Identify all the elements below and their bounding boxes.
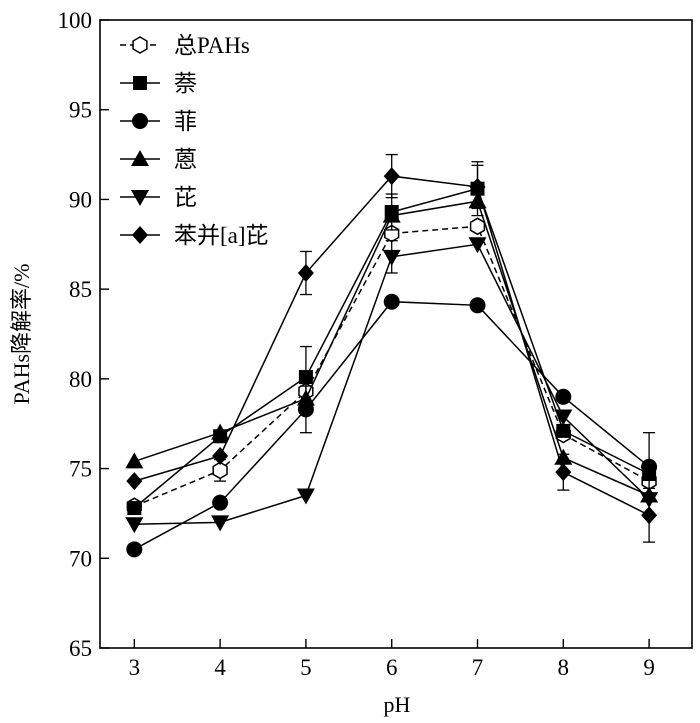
- legend-label: 萘: [174, 71, 197, 96]
- data-point: [125, 452, 144, 469]
- legend-label: 芘: [174, 185, 197, 210]
- tick-labels: 65 70 75 80 85 90 95 100 3 4 5 6 7 8 9: [58, 8, 655, 680]
- y-tick-label: 95: [69, 98, 92, 123]
- data-point: [469, 177, 486, 196]
- y-tick-label: 65: [69, 636, 92, 661]
- y-tick-label: 75: [69, 457, 92, 482]
- data-point: [297, 263, 314, 282]
- legend-item: 蒽: [120, 147, 197, 172]
- data-point: [211, 515, 230, 532]
- legend-item: 菲: [120, 109, 197, 134]
- y-tick-label: 90: [69, 187, 92, 212]
- data-point: [641, 506, 658, 525]
- x-tick-label: 6: [386, 655, 398, 680]
- y-tick-label: 85: [69, 277, 92, 302]
- data-point: [127, 501, 142, 516]
- legend-item: 萘: [120, 71, 197, 96]
- x-axis-label: pH: [384, 692, 411, 717]
- data-point: [554, 409, 573, 426]
- data-point: [555, 463, 572, 482]
- legend-item: 总PAHs: [120, 33, 250, 58]
- data-point: [212, 461, 228, 480]
- legend-item: 芘: [120, 185, 197, 210]
- x-tick-label: 7: [472, 655, 484, 680]
- legend-marker: [132, 226, 148, 244]
- data-series: [125, 153, 659, 558]
- data-point: [212, 447, 229, 466]
- x-tick-label: 5: [300, 655, 312, 680]
- legend-marker: [132, 113, 148, 129]
- legend-label: 总PAHs: [174, 33, 250, 58]
- data-point: [383, 167, 400, 186]
- legend-marker: [132, 36, 148, 54]
- data-point: [555, 388, 572, 405]
- legend-marker: [133, 76, 147, 90]
- y-tick-label: 100: [58, 8, 93, 33]
- series-5: [125, 237, 659, 534]
- data-point: [556, 423, 571, 438]
- legend-marker: [131, 150, 149, 166]
- y-axis-label: PAHs降解率/%: [9, 264, 34, 405]
- x-tick-label: 9: [643, 655, 655, 680]
- data-point: [382, 206, 401, 223]
- data-point: [296, 488, 315, 505]
- data-point: [126, 541, 143, 558]
- data-point: [125, 517, 144, 534]
- legend-item: 苯并[a]芘: [120, 223, 269, 248]
- data-point: [641, 458, 658, 475]
- legend-label: 菲: [174, 109, 197, 134]
- plot-frame: [99, 19, 693, 649]
- data-point: [383, 293, 400, 310]
- y-tick-label: 70: [69, 546, 92, 571]
- x-tick-label: 8: [558, 655, 570, 680]
- data-point: [296, 389, 315, 406]
- legend-label: 苯并[a]芘: [174, 223, 269, 248]
- data-point: [298, 370, 313, 385]
- x-tick-label: 4: [214, 655, 226, 680]
- data-point: [469, 297, 486, 314]
- series-6: [126, 153, 658, 543]
- series-3: [126, 293, 658, 558]
- y-tick-label: 80: [69, 367, 92, 392]
- legend-marker: [131, 190, 149, 206]
- data-point: [212, 494, 229, 511]
- x-tick-label: 3: [129, 655, 141, 680]
- data-point: [468, 237, 487, 254]
- legend-label: 蒽: [174, 147, 197, 172]
- data-point: [382, 249, 401, 266]
- data-point: [469, 217, 486, 236]
- data-point: [126, 472, 143, 491]
- data-point: [211, 423, 230, 440]
- series-line: [134, 243, 650, 525]
- axes: [99, 19, 693, 649]
